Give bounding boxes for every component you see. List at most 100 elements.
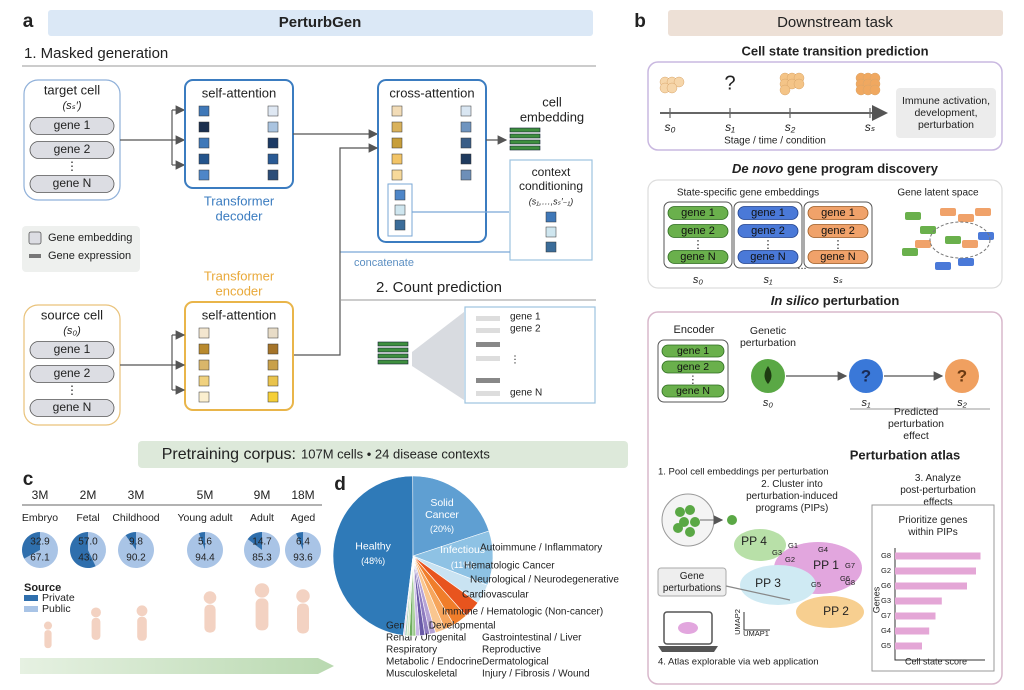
stage-label: s₁ bbox=[764, 274, 774, 286]
value-label: (48%) bbox=[361, 556, 385, 566]
gene-label: G6 bbox=[840, 574, 850, 583]
count-box bbox=[464, 306, 596, 404]
legend-label: Gene expression bbox=[48, 250, 131, 262]
corpus-detail: 107M cells • 24 disease contexts bbox=[301, 446, 490, 461]
embedding-bar bbox=[509, 127, 541, 133]
silhouette bbox=[91, 607, 101, 618]
stage-label: s₂ bbox=[785, 120, 796, 134]
text-line: conditioning bbox=[519, 179, 583, 193]
label: Transformer encoder bbox=[204, 269, 275, 299]
token bbox=[198, 137, 210, 149]
silhouette bbox=[91, 617, 101, 640]
value-label: 43.0 bbox=[78, 553, 98, 564]
decoder-head bbox=[412, 312, 464, 400]
embedding-bar bbox=[377, 359, 409, 365]
gene-pill bbox=[661, 384, 725, 398]
question-mark: ? bbox=[861, 366, 871, 385]
gene-label: gene 2 bbox=[821, 225, 855, 237]
token bbox=[267, 391, 279, 403]
panel-label: c bbox=[23, 469, 34, 490]
label: Encoder bbox=[674, 324, 715, 336]
latent-gene bbox=[975, 208, 991, 216]
latent-gene bbox=[902, 248, 918, 256]
gene-label: gene 1 bbox=[821, 207, 855, 219]
chart-box bbox=[871, 504, 995, 672]
value-label: (20%) bbox=[430, 524, 454, 534]
gene-label: ⋮ bbox=[688, 374, 699, 386]
gene-label: gene N bbox=[750, 251, 786, 263]
latent-gene bbox=[920, 226, 936, 234]
text-line: cell bbox=[542, 95, 562, 110]
wedge-label: Healthy bbox=[355, 540, 391, 552]
pie-wedge bbox=[125, 532, 136, 550]
category-label: Young adult bbox=[177, 512, 232, 524]
category-label: G3 bbox=[881, 596, 891, 605]
cell-count: 18M bbox=[291, 488, 314, 502]
text-line: 2. Cluster into bbox=[761, 479, 823, 490]
token bbox=[391, 137, 403, 149]
gene-pill bbox=[807, 224, 869, 238]
gene-label: ⋮ bbox=[66, 383, 78, 397]
value-label: 6.4 bbox=[296, 537, 310, 548]
perturbation-icon bbox=[764, 366, 772, 384]
pie-wedge bbox=[118, 532, 155, 568]
gene-pill bbox=[667, 224, 729, 238]
cluster bbox=[740, 565, 816, 605]
latent-gene bbox=[905, 212, 921, 220]
title-rest: perturbation bbox=[819, 293, 899, 308]
corpus-title: Pretraining corpus: bbox=[162, 446, 296, 463]
gene-label: gene 1 bbox=[681, 207, 715, 219]
cluster-label: PP 3 bbox=[755, 576, 781, 590]
token bbox=[267, 343, 279, 355]
section-box bbox=[647, 61, 1003, 151]
text-line: embedding bbox=[520, 110, 584, 125]
text-line: Transformer bbox=[204, 269, 275, 284]
stage-label: s₁ bbox=[725, 120, 735, 134]
pie-wedge bbox=[88, 532, 106, 567]
gene-pill bbox=[667, 206, 729, 220]
gene-label: ⋮ bbox=[833, 239, 844, 251]
pie-wedge bbox=[247, 532, 262, 550]
cell bbox=[793, 78, 805, 90]
label: source cell bbox=[41, 307, 103, 322]
token bbox=[267, 375, 279, 387]
count-bar bbox=[476, 316, 500, 321]
token bbox=[267, 153, 279, 165]
gene-pill bbox=[737, 206, 799, 220]
category-label: Aged bbox=[291, 512, 316, 524]
token bbox=[198, 343, 210, 355]
token bbox=[198, 169, 210, 181]
category-label: G2 bbox=[881, 566, 891, 575]
legend-label: Private bbox=[42, 592, 75, 604]
gene-label: gene 2 bbox=[677, 361, 709, 373]
legend-title: Source bbox=[24, 582, 61, 594]
label: 1. Pool cell embeddings per perturbation bbox=[658, 467, 829, 478]
category-label: Gastrointestinal / Liver bbox=[482, 633, 582, 644]
token bbox=[460, 153, 472, 165]
silhouette bbox=[297, 603, 309, 634]
panel-title: PerturbGen bbox=[279, 14, 362, 31]
cross-attention-block bbox=[377, 79, 487, 243]
category-label: Childhood bbox=[112, 512, 159, 524]
label: 4. Atlas explorable via web application bbox=[658, 657, 819, 668]
silhouette bbox=[137, 616, 147, 641]
arrow bbox=[293, 143, 379, 356]
embedding-bar bbox=[377, 347, 409, 353]
text-line: post-perturbation bbox=[900, 485, 976, 496]
legend-key bbox=[28, 231, 42, 245]
category-label: G4 bbox=[881, 626, 891, 635]
gene-pill bbox=[737, 224, 799, 238]
token bbox=[267, 327, 279, 339]
category-label: Musculoskeletal bbox=[386, 669, 457, 680]
silhouette bbox=[203, 591, 217, 604]
stage-label: sₛ bbox=[833, 274, 843, 286]
label: Gene latent space bbox=[897, 188, 979, 199]
section-title: Cell state transition prediction bbox=[741, 43, 928, 58]
label: concatenate bbox=[354, 257, 414, 269]
cluster-label: PP 2 bbox=[823, 604, 849, 618]
silhouette bbox=[296, 589, 310, 603]
wedge-label: Infectious bbox=[440, 544, 485, 556]
cell-count: 2M bbox=[80, 488, 97, 502]
text-line: Immune activation, bbox=[902, 95, 990, 107]
